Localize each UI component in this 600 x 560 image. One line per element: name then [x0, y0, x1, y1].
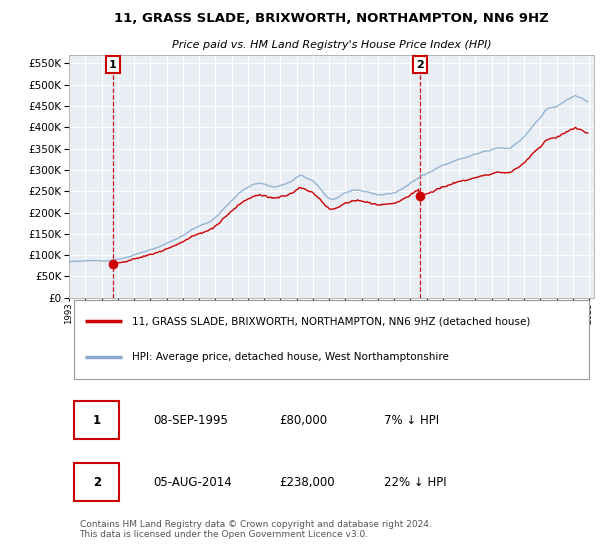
FancyBboxPatch shape — [74, 300, 589, 379]
Text: 08-SEP-1995: 08-SEP-1995 — [153, 414, 228, 427]
FancyBboxPatch shape — [74, 463, 119, 501]
Text: HPI: Average price, detached house, West Northamptonshire: HPI: Average price, detached house, West… — [132, 352, 449, 362]
Text: 2: 2 — [93, 475, 101, 489]
FancyBboxPatch shape — [74, 402, 119, 439]
Text: 05-AUG-2014: 05-AUG-2014 — [153, 475, 232, 489]
Text: 11, GRASS SLADE, BRIXWORTH, NORTHAMPTON, NN6 9HZ (detached house): 11, GRASS SLADE, BRIXWORTH, NORTHAMPTON,… — [132, 316, 530, 326]
Text: £238,000: £238,000 — [279, 475, 335, 489]
Text: 11, GRASS SLADE, BRIXWORTH, NORTHAMPTON, NN6 9HZ: 11, GRASS SLADE, BRIXWORTH, NORTHAMPTON,… — [114, 12, 549, 25]
Text: Price paid vs. HM Land Registry's House Price Index (HPI): Price paid vs. HM Land Registry's House … — [172, 40, 491, 50]
Text: 1: 1 — [93, 414, 101, 427]
Text: £80,000: £80,000 — [279, 414, 327, 427]
Text: 2: 2 — [416, 59, 424, 69]
Text: 22% ↓ HPI: 22% ↓ HPI — [384, 475, 446, 489]
Text: 1: 1 — [109, 59, 116, 69]
Text: 7% ↓ HPI: 7% ↓ HPI — [384, 414, 439, 427]
Text: Contains HM Land Registry data © Crown copyright and database right 2024.
This d: Contains HM Land Registry data © Crown c… — [79, 520, 431, 539]
